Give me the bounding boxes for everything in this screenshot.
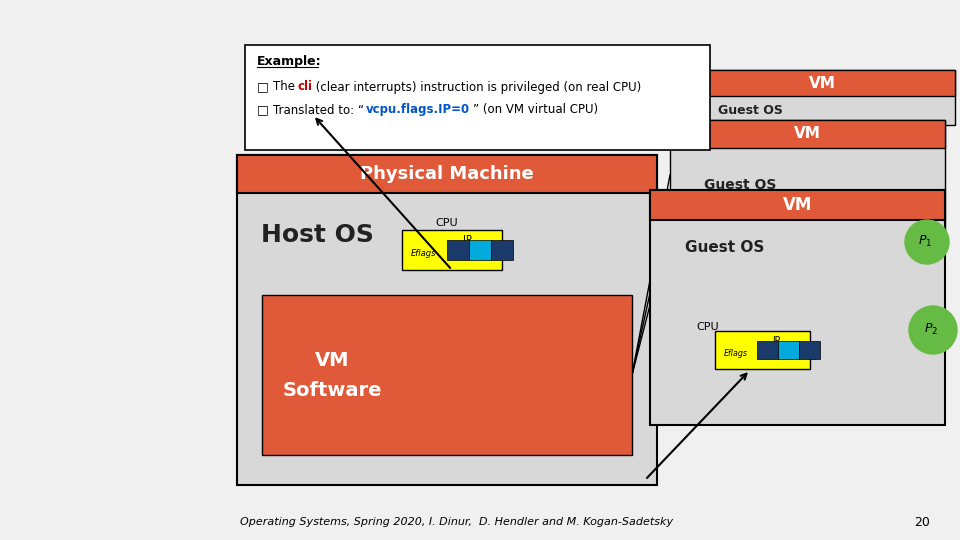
FancyBboxPatch shape: [670, 120, 945, 230]
FancyBboxPatch shape: [447, 240, 469, 260]
Text: The: The: [273, 80, 299, 93]
FancyBboxPatch shape: [690, 70, 955, 96]
FancyBboxPatch shape: [237, 155, 657, 193]
FancyBboxPatch shape: [237, 155, 657, 485]
Text: Guest OS: Guest OS: [704, 178, 777, 192]
FancyBboxPatch shape: [799, 341, 820, 359]
Text: 20: 20: [914, 516, 930, 529]
Text: □: □: [257, 104, 269, 117]
Text: Host OS: Host OS: [260, 223, 373, 247]
Text: Example:: Example:: [257, 55, 322, 68]
Text: Translated to: “: Translated to: “: [273, 104, 364, 117]
Text: VM: VM: [794, 126, 821, 141]
Circle shape: [905, 220, 949, 264]
FancyBboxPatch shape: [402, 230, 502, 270]
Text: VM: VM: [782, 196, 812, 214]
Text: cli: cli: [297, 80, 312, 93]
Text: CPU: CPU: [697, 322, 719, 332]
FancyBboxPatch shape: [690, 70, 955, 125]
Text: Guest OS: Guest OS: [717, 105, 782, 118]
Text: (clear interrupts) instruction is privileged (on real CPU): (clear interrupts) instruction is privil…: [312, 80, 641, 93]
Text: Physical Machine: Physical Machine: [360, 165, 534, 183]
Text: Eflags: Eflags: [411, 249, 437, 259]
Circle shape: [909, 306, 957, 354]
Text: $P_2$: $P_2$: [924, 321, 938, 336]
Text: ” (on VM virtual CPU): ” (on VM virtual CPU): [473, 104, 598, 117]
Text: Guest OS: Guest OS: [685, 240, 765, 255]
FancyBboxPatch shape: [469, 240, 491, 260]
FancyBboxPatch shape: [650, 190, 945, 220]
Text: Eflags: Eflags: [724, 349, 748, 359]
FancyBboxPatch shape: [245, 45, 710, 150]
Text: □: □: [257, 80, 269, 93]
FancyBboxPatch shape: [779, 341, 799, 359]
FancyBboxPatch shape: [491, 240, 513, 260]
Text: $P_1$: $P_1$: [918, 233, 932, 248]
Text: vcpu.flags.IP=0: vcpu.flags.IP=0: [366, 104, 470, 117]
FancyBboxPatch shape: [757, 341, 779, 359]
Text: IP: IP: [463, 235, 471, 245]
Text: Operating Systems, Spring 2020, I. Dinur,  D. Hendler and M. Kogan-Sadetsky: Operating Systems, Spring 2020, I. Dinur…: [240, 517, 673, 527]
Text: IP: IP: [772, 336, 780, 345]
Text: VM: VM: [315, 350, 349, 369]
Text: Software: Software: [282, 381, 382, 400]
Text: VM: VM: [809, 76, 836, 91]
Text: CPU: CPU: [436, 218, 458, 228]
FancyBboxPatch shape: [650, 190, 945, 425]
FancyBboxPatch shape: [262, 295, 632, 455]
FancyBboxPatch shape: [714, 331, 809, 369]
FancyBboxPatch shape: [670, 120, 945, 148]
